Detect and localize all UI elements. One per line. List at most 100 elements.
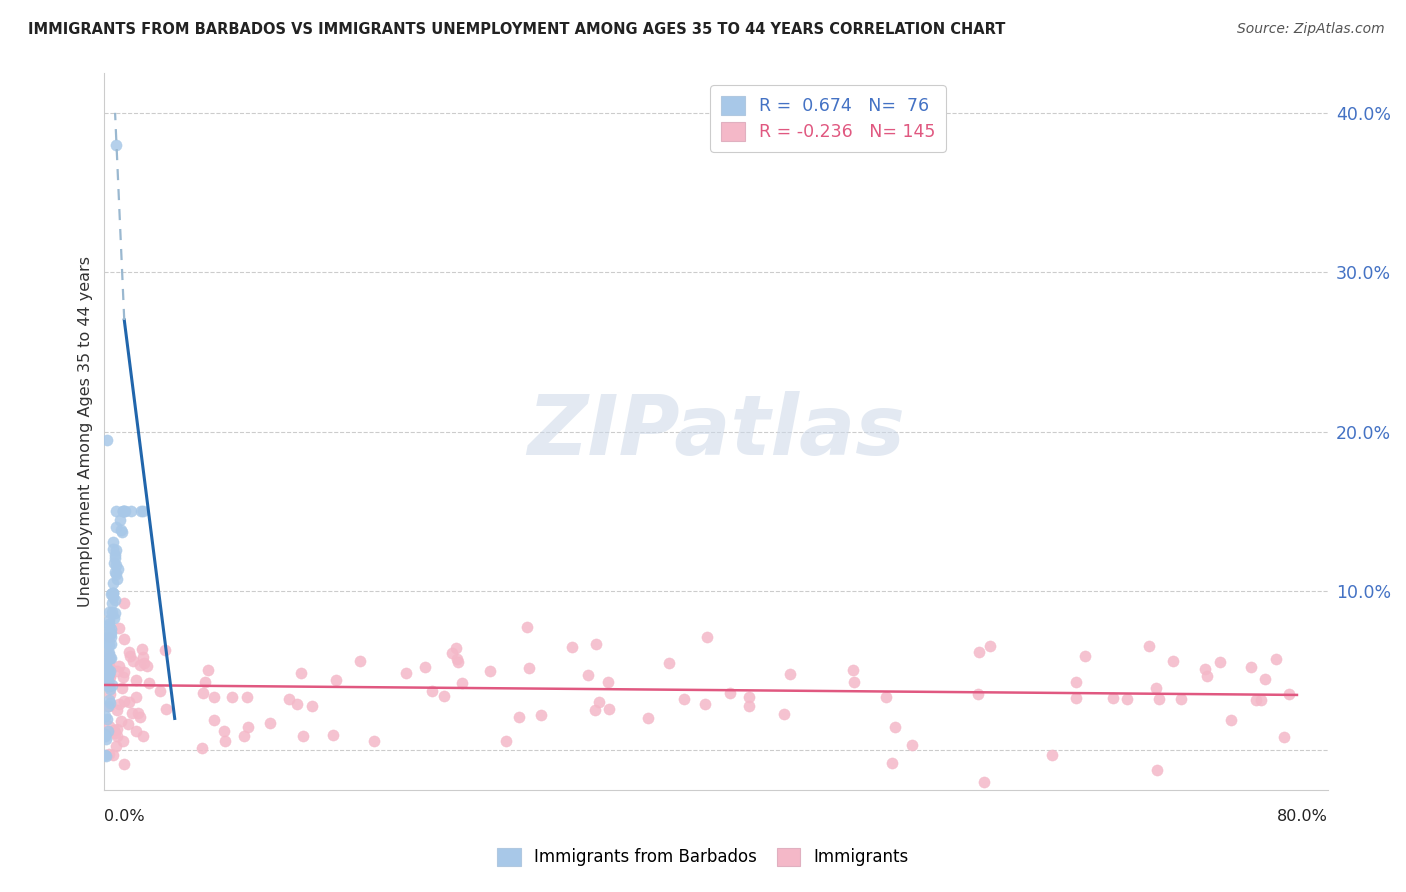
Point bbox=[107, 562, 129, 576]
Point bbox=[100, 587, 122, 601]
Point bbox=[561, 640, 583, 654]
Point bbox=[451, 676, 474, 690]
Point bbox=[103, 585, 125, 599]
Text: ZIPatlas: ZIPatlas bbox=[527, 391, 905, 472]
Point bbox=[96, 672, 118, 686]
Point bbox=[194, 674, 217, 689]
Point bbox=[420, 684, 443, 698]
Point bbox=[97, 646, 120, 660]
Point bbox=[118, 695, 141, 709]
Point bbox=[112, 632, 135, 646]
Point bbox=[118, 645, 141, 659]
Point bbox=[415, 660, 437, 674]
Point bbox=[1197, 668, 1219, 682]
Point bbox=[98, 666, 121, 681]
Point bbox=[973, 775, 995, 789]
Point bbox=[967, 687, 990, 701]
Text: 80.0%: 80.0% bbox=[1277, 809, 1327, 824]
Point bbox=[673, 692, 696, 706]
Point bbox=[96, 636, 118, 650]
Point bbox=[122, 654, 145, 668]
Point bbox=[97, 646, 120, 660]
Point bbox=[235, 690, 257, 704]
Point bbox=[1064, 675, 1087, 690]
Point bbox=[100, 637, 122, 651]
Point bbox=[967, 645, 990, 659]
Point bbox=[96, 712, 118, 726]
Point bbox=[197, 664, 219, 678]
Point bbox=[259, 716, 281, 731]
Point bbox=[842, 675, 865, 690]
Point bbox=[214, 733, 236, 747]
Point bbox=[693, 697, 716, 711]
Point bbox=[98, 678, 121, 692]
Point bbox=[718, 685, 741, 699]
Point bbox=[96, 631, 118, 645]
Point bbox=[598, 702, 620, 716]
Point bbox=[136, 659, 159, 673]
Point bbox=[98, 638, 121, 652]
Point bbox=[98, 630, 121, 644]
Point bbox=[96, 661, 118, 675]
Point bbox=[105, 542, 128, 557]
Point bbox=[1074, 649, 1097, 664]
Point bbox=[103, 611, 125, 625]
Point bbox=[112, 756, 135, 771]
Point bbox=[98, 626, 121, 640]
Point bbox=[132, 729, 155, 743]
Point bbox=[1144, 681, 1167, 695]
Point bbox=[446, 652, 468, 666]
Point bbox=[110, 523, 132, 537]
Point bbox=[108, 621, 131, 635]
Point bbox=[1101, 690, 1123, 705]
Point bbox=[103, 723, 125, 737]
Point bbox=[637, 711, 659, 725]
Point bbox=[98, 687, 121, 701]
Point bbox=[1194, 662, 1216, 676]
Point bbox=[101, 535, 124, 549]
Point bbox=[129, 657, 152, 672]
Point bbox=[98, 669, 121, 683]
Point bbox=[1116, 691, 1139, 706]
Point bbox=[110, 513, 132, 527]
Point bbox=[127, 706, 149, 720]
Point bbox=[125, 673, 148, 688]
Point bbox=[212, 723, 235, 738]
Point bbox=[658, 657, 681, 671]
Point bbox=[98, 654, 121, 668]
Point bbox=[441, 646, 464, 660]
Text: Source: ZipAtlas.com: Source: ZipAtlas.com bbox=[1237, 22, 1385, 37]
Point bbox=[112, 504, 135, 518]
Point bbox=[433, 689, 456, 703]
Point bbox=[101, 596, 124, 610]
Point bbox=[363, 733, 385, 747]
Point bbox=[285, 697, 308, 711]
Point bbox=[121, 706, 143, 721]
Point bbox=[598, 675, 620, 690]
Point bbox=[1264, 652, 1286, 666]
Point bbox=[104, 137, 127, 152]
Point bbox=[301, 699, 323, 714]
Point bbox=[98, 648, 121, 662]
Point bbox=[104, 565, 127, 579]
Point bbox=[97, 723, 120, 738]
Point bbox=[97, 674, 120, 689]
Point bbox=[738, 698, 761, 713]
Point bbox=[1170, 692, 1192, 706]
Point bbox=[114, 504, 136, 518]
Point bbox=[131, 649, 153, 664]
Point bbox=[98, 681, 121, 696]
Point bbox=[98, 619, 121, 633]
Point bbox=[105, 664, 128, 678]
Point bbox=[117, 716, 139, 731]
Point bbox=[100, 623, 122, 637]
Point bbox=[1254, 672, 1277, 686]
Point bbox=[395, 666, 418, 681]
Point bbox=[1240, 659, 1263, 673]
Point bbox=[495, 734, 517, 748]
Point bbox=[129, 710, 152, 724]
Point bbox=[100, 605, 122, 619]
Point bbox=[202, 690, 225, 705]
Point bbox=[132, 504, 155, 518]
Point bbox=[98, 693, 121, 707]
